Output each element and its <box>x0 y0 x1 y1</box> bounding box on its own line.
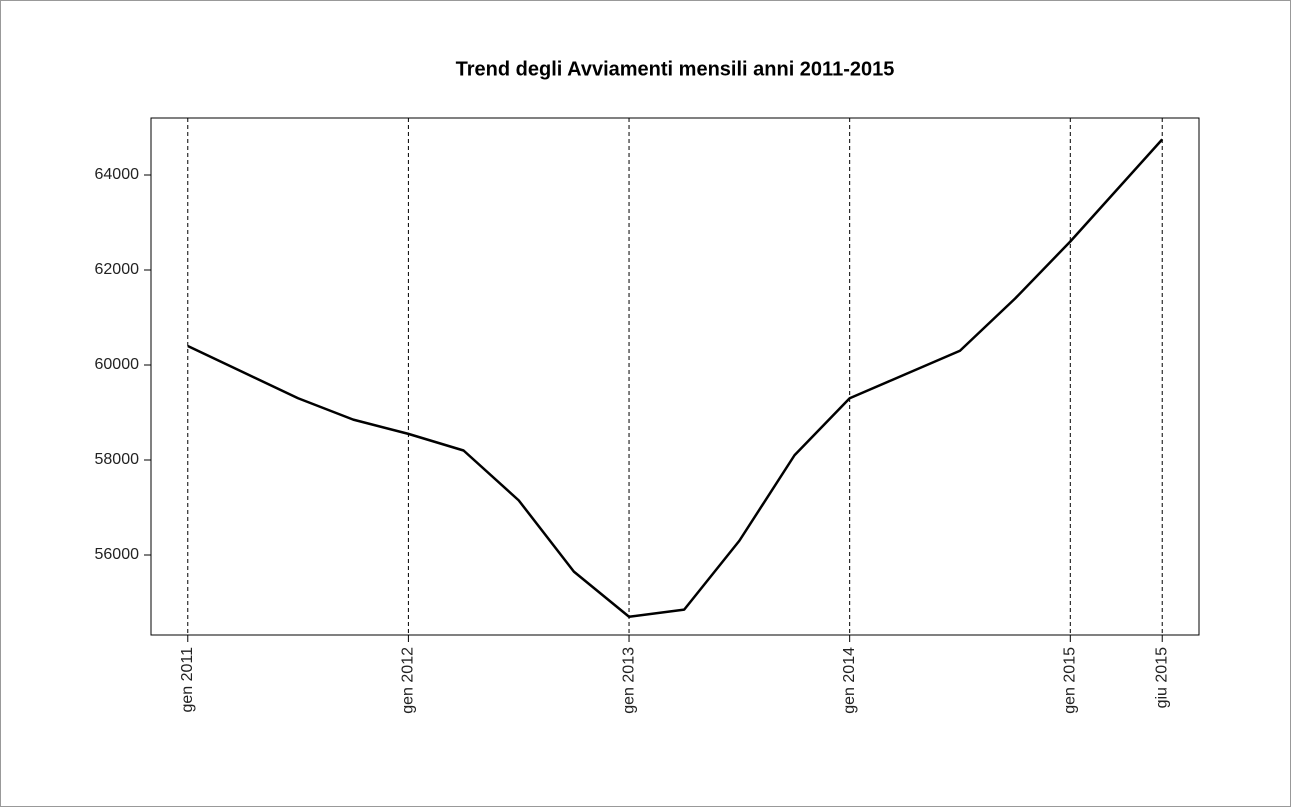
y-tick-label: 62000 <box>95 261 140 278</box>
line <box>187 138 1164 619</box>
y-tick-label: 64000 <box>95 166 140 183</box>
x-tick-label: gen 2015 <box>1062 647 1079 714</box>
x-tick-label: gen 2013 <box>620 647 637 714</box>
x-tick-label: gen 2011 <box>179 647 196 713</box>
y-tick-label: 56000 <box>95 546 140 563</box>
x-tick-label: giu 2015 <box>1153 647 1170 708</box>
y-tick-label: 60000 <box>95 356 140 373</box>
chart-title: Trend degli Avviamenti mensili anni 2011… <box>456 58 895 80</box>
plot-box <box>150 117 1200 636</box>
x-tick-label: gen 2014 <box>841 647 858 714</box>
x-tick-label: gen 2012 <box>400 647 417 714</box>
y-tick-label: 58000 <box>95 451 140 468</box>
